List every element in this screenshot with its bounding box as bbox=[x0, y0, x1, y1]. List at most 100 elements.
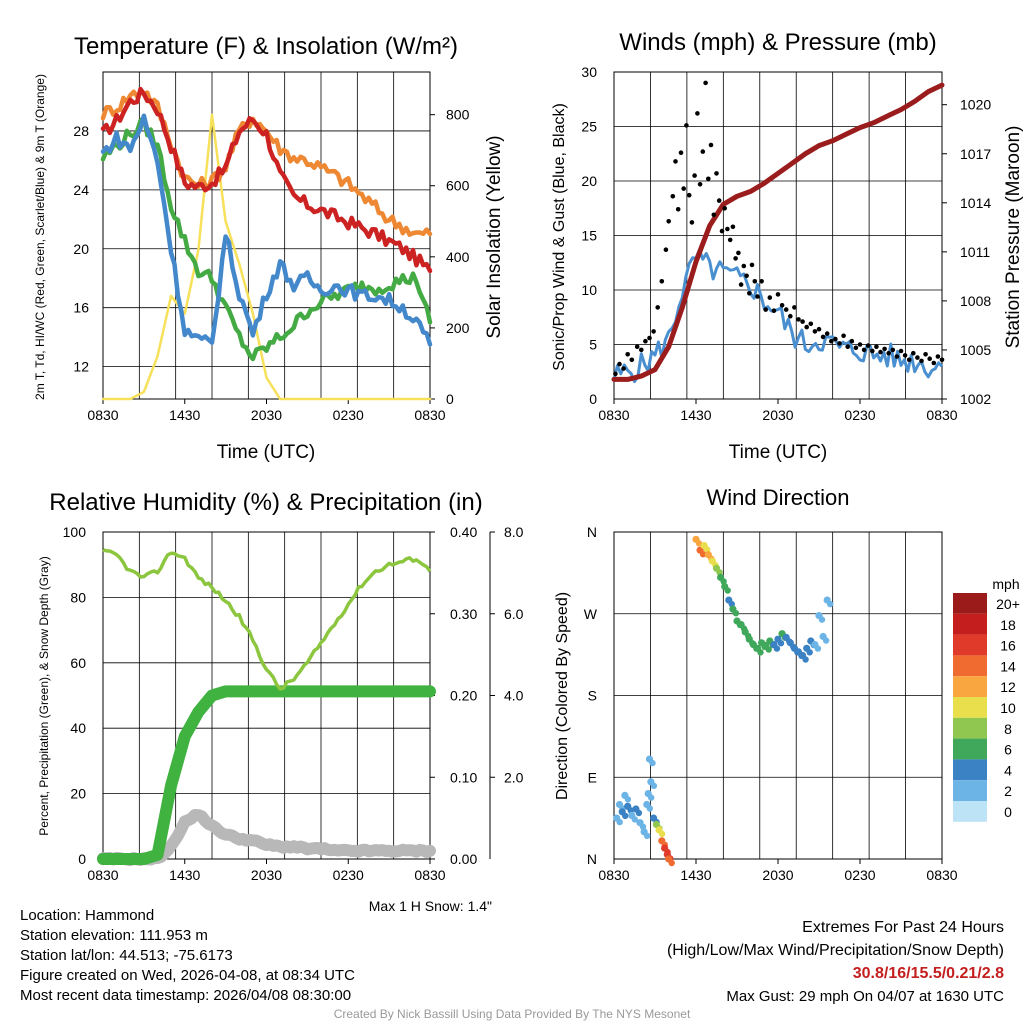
wind-gust-point bbox=[870, 348, 875, 354]
temp-xtick-label: 1430 bbox=[169, 407, 200, 423]
temp-ylabel-left: 2m T, Td, HI/WC (Red, Green, Scarlet/Blu… bbox=[33, 74, 47, 400]
rh-xtick-label: 0830 bbox=[87, 867, 118, 883]
wdir-point bbox=[806, 649, 813, 656]
wind-gust-point bbox=[771, 308, 777, 314]
wdir-point bbox=[648, 794, 655, 801]
wind-ytick-label: 30 bbox=[581, 64, 597, 80]
wind-gust-point bbox=[804, 324, 809, 330]
wdir-point bbox=[658, 830, 666, 838]
wind-title: Winds (mph) & Pressure (mb) bbox=[619, 29, 936, 56]
wind-gust-point bbox=[634, 344, 640, 350]
wind-gust-point bbox=[655, 305, 660, 310]
temp-series-hi-wc bbox=[100, 113, 433, 347]
wind-gust-point bbox=[730, 224, 736, 230]
wind-gust-point bbox=[816, 326, 822, 332]
wdir-ytick-label: N bbox=[587, 851, 597, 867]
wind-gust-point bbox=[647, 335, 652, 341]
wdir-point bbox=[624, 796, 632, 803]
wind-gust-point bbox=[882, 346, 887, 352]
wind-gust-point bbox=[853, 345, 859, 351]
rh-ytick-label: 60 bbox=[70, 655, 86, 671]
wdir-point bbox=[699, 551, 707, 558]
recent-timestamp-label: Most recent data timestamp: 2026/04/08 0… bbox=[20, 987, 352, 1004]
wind-gust-point bbox=[722, 206, 727, 211]
rh-xtick-label: 0230 bbox=[333, 867, 364, 883]
wdir-legend-label: 4 bbox=[1004, 762, 1012, 778]
wdir-point bbox=[724, 587, 731, 594]
wind-gust-point bbox=[741, 263, 747, 269]
wind-gust-point bbox=[845, 344, 850, 350]
wind-y2tick-label: 1011 bbox=[960, 244, 990, 260]
wdir-point bbox=[732, 610, 740, 617]
wdir-xtick-label: 0830 bbox=[598, 867, 629, 883]
credit-label: Created By Nick Bassill Using Data Provi… bbox=[333, 1007, 691, 1021]
wind-gust-point bbox=[783, 307, 789, 312]
wind-y2tick-label: 1005 bbox=[960, 342, 991, 358]
wind-gust-point bbox=[902, 353, 908, 358]
wdir-point bbox=[802, 656, 809, 663]
wdir-point bbox=[635, 809, 643, 817]
wind-gust-point bbox=[670, 194, 676, 199]
wind-gust-point bbox=[678, 150, 684, 155]
wind-gust-point bbox=[617, 361, 622, 367]
temp-ytick-label: 28 bbox=[73, 123, 89, 139]
wind-gust-point bbox=[643, 338, 648, 344]
wind-xlabel: Time (UTC) bbox=[729, 442, 828, 463]
rh-y2tick-label: 0.30 bbox=[450, 606, 477, 622]
temp-y2tick-label: 200 bbox=[446, 320, 470, 336]
wind-y2tick-label: 1017 bbox=[960, 146, 991, 162]
rh-xtick-label: 0830 bbox=[414, 867, 445, 883]
wind-gust-point bbox=[625, 352, 630, 357]
temp-ytick-label: 12 bbox=[73, 359, 89, 375]
latlon-label: Station lat/lon: 44.513; -75.6173 bbox=[20, 947, 233, 964]
wdir-point bbox=[765, 646, 772, 653]
wind-ylabel-right: Station Pressure (Maroon) bbox=[1003, 126, 1024, 349]
wdir-ylabel-left: Direction (Colored By Speed) bbox=[554, 592, 571, 800]
wind-gust-point bbox=[927, 356, 932, 362]
location-label: Location: Hammond bbox=[20, 907, 155, 924]
wdir-legend-swatch bbox=[953, 593, 987, 614]
wind-gust-point bbox=[733, 256, 738, 261]
wdir-ytick-label: E bbox=[588, 769, 597, 785]
wdir-point bbox=[650, 782, 658, 789]
wdir-point bbox=[616, 818, 623, 826]
rh-y2tick-label: 0.10 bbox=[450, 769, 477, 785]
wind-gust-point bbox=[939, 357, 945, 363]
wdir-legend-label: 0 bbox=[1004, 804, 1012, 820]
rh-y3tick-label: 2.0 bbox=[504, 769, 524, 785]
temp-title: Temperature (F) & Insolation (W/m²) bbox=[74, 33, 458, 60]
wind-gust-point bbox=[666, 219, 671, 224]
wind-gust-point bbox=[719, 228, 725, 234]
wdir-point bbox=[822, 637, 830, 644]
wdir-legend-swatch bbox=[953, 717, 987, 739]
wind-gust-point bbox=[673, 159, 678, 164]
rh-ytick-label: 80 bbox=[70, 589, 86, 605]
wind-gust-point bbox=[639, 347, 644, 353]
temp-ytick-label: 16 bbox=[73, 300, 89, 316]
wdir-legend-label: 12 bbox=[1000, 679, 1016, 695]
wind-ytick-label: 0 bbox=[589, 391, 597, 407]
rh-ytick-label: 20 bbox=[70, 786, 86, 802]
wind-gust-point bbox=[833, 336, 838, 342]
temp-y2tick-label: 0 bbox=[446, 391, 454, 407]
wdir-legend-swatch bbox=[953, 613, 987, 635]
wdir-point bbox=[827, 600, 834, 608]
wind-gust-point bbox=[684, 123, 689, 128]
wind-gust-point bbox=[763, 307, 768, 312]
wind-gust-point bbox=[663, 247, 669, 252]
wind-gust-point bbox=[675, 207, 681, 212]
rh-title: Relative Humidity (%) & Precipitation (i… bbox=[49, 489, 482, 516]
wind-gust-point bbox=[894, 354, 900, 359]
wind-gust-point bbox=[692, 173, 697, 178]
wind-ytick-label: 20 bbox=[581, 173, 597, 189]
wind-y2tick-label: 1002 bbox=[960, 391, 991, 407]
wind-gust-point bbox=[775, 292, 781, 297]
wind-gust-point bbox=[841, 333, 846, 339]
wind-gust-point bbox=[700, 149, 706, 154]
wdir-point bbox=[622, 812, 629, 819]
wdir-xtick-label: 0830 bbox=[926, 867, 957, 883]
wind-xtick-label: 0830 bbox=[926, 407, 957, 423]
created-label: Figure created on Wed, 2026-04-08, at 08… bbox=[20, 967, 355, 984]
wdir-ytick-label: W bbox=[584, 606, 598, 622]
